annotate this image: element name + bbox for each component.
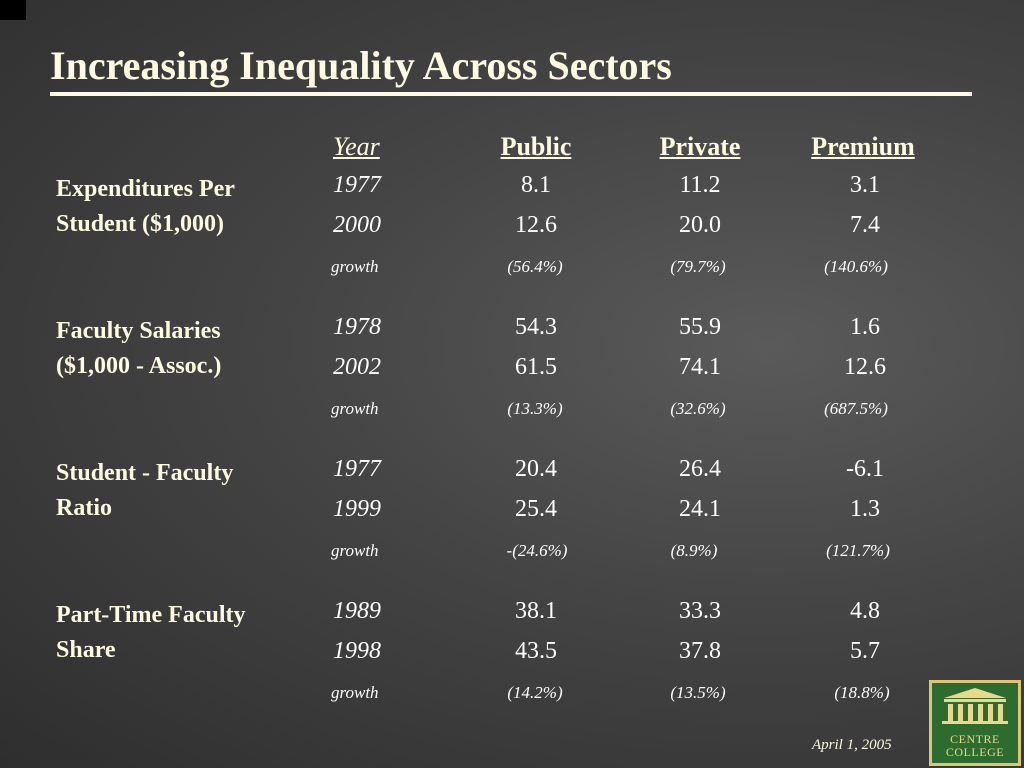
cell-public: 38.1: [515, 598, 557, 624]
cell-premium: 1.3: [850, 496, 880, 522]
cell-public: 61.5: [515, 354, 557, 380]
cell-premium: 1.6: [850, 314, 880, 340]
logo-text-line1: CENTRE: [950, 732, 1000, 746]
growth-private: (8.9%): [670, 541, 718, 560]
growth-premium: (18.8%): [834, 683, 890, 702]
section-label: Student - Faculty Ratio: [56, 456, 233, 526]
growth-label: growth: [331, 683, 379, 702]
cell-public: 20.4: [515, 456, 557, 482]
growth-label: growth: [331, 257, 379, 276]
cell-premium: 12.6: [844, 354, 886, 380]
row-year: 1977: [333, 456, 381, 482]
cell-premium: 7.4: [850, 212, 880, 238]
header-premium: Premium: [811, 132, 915, 161]
section-label: Expenditures Per Student ($1,000): [56, 172, 235, 242]
section-label-line2: Student ($1,000): [56, 211, 225, 237]
section-label: Part-Time Faculty Share: [56, 598, 246, 668]
cell-public: 8.1: [521, 172, 551, 198]
cell-premium: -6.1: [846, 456, 884, 482]
row-year: 1989: [333, 598, 381, 624]
cell-public: 12.6: [515, 212, 557, 238]
header-year: Year: [333, 132, 380, 161]
cell-private: 33.3: [679, 598, 721, 624]
growth-premium: (140.6%): [824, 257, 888, 276]
growth-private: (13.5%): [670, 683, 726, 702]
cell-private: 11.2: [679, 172, 721, 198]
growth-premium: (687.5%): [824, 399, 888, 418]
cell-public: 25.4: [515, 496, 557, 522]
cell-private: 74.1: [679, 354, 721, 380]
section-label-line2: Ratio: [56, 495, 112, 521]
growth-public: (56.4%): [507, 257, 563, 276]
growth-public: (13.3%): [507, 399, 563, 418]
header-public: Public: [500, 132, 572, 161]
row-year: 1999: [333, 496, 381, 522]
section-label-line1: Part-Time Faculty: [56, 602, 246, 628]
cell-private: 26.4: [679, 456, 721, 482]
section-faculty-salaries: Faculty Salaries ($1,000 - Assoc.) 1978 …: [0, 314, 1024, 454]
row-year: 1998: [333, 638, 381, 664]
cell-private: 37.8: [679, 638, 721, 664]
row-year: 1977: [333, 172, 381, 198]
growth-public: -(24.6%): [506, 541, 568, 560]
section-label-line1: Student - Faculty: [56, 460, 234, 486]
section-expenditures: Expenditures Per Student ($1,000) 1977 8…: [0, 172, 1024, 312]
growth-private: (32.6%): [670, 399, 726, 418]
section-label-line2: ($1,000 - Assoc.): [56, 353, 222, 379]
cell-premium: 5.7: [850, 638, 880, 664]
cell-public: 54.3: [515, 314, 557, 340]
section-label: Faculty Salaries ($1,000 - Assoc.): [56, 314, 221, 384]
section-label-line1: Expenditures Per: [56, 176, 235, 202]
cell-private: 55.9: [679, 314, 721, 340]
section-label-line2: Share: [56, 637, 116, 663]
growth-private: (79.7%): [670, 257, 726, 276]
slide-title: Increasing Inequality Across Sectors: [50, 43, 672, 88]
cell-premium: 4.8: [850, 598, 880, 624]
cell-private: 24.1: [679, 496, 721, 522]
cell-private: 20.0: [679, 212, 721, 238]
corner-mark: [0, 0, 26, 20]
logo-text-line2: COLLEGE: [945, 745, 1005, 759]
cell-public: 43.5: [515, 638, 557, 664]
growth-label: growth: [331, 541, 379, 560]
title-underline: [50, 92, 972, 96]
growth-public: (14.2%): [507, 683, 563, 702]
row-year: 2002: [333, 354, 381, 380]
header-private: Private: [659, 132, 741, 161]
slide-date: April 1, 2005: [812, 737, 892, 753]
section-part-time-faculty: Part-Time Faculty Share 1989 38.1 33.3 4…: [0, 598, 1024, 738]
growth-premium: (121.7%): [826, 541, 890, 560]
row-year: 2000: [333, 212, 381, 238]
section-label-line1: Faculty Salaries: [56, 318, 221, 344]
growth-label: growth: [331, 399, 379, 418]
cell-premium: 3.1: [850, 172, 880, 198]
section-student-faculty-ratio: Student - Faculty Ratio 1977 20.4 26.4 -…: [0, 456, 1024, 596]
college-building-icon: [942, 688, 1008, 724]
college-logo: CENTRE COLLEGE: [929, 680, 1021, 766]
row-year: 1978: [333, 314, 381, 340]
